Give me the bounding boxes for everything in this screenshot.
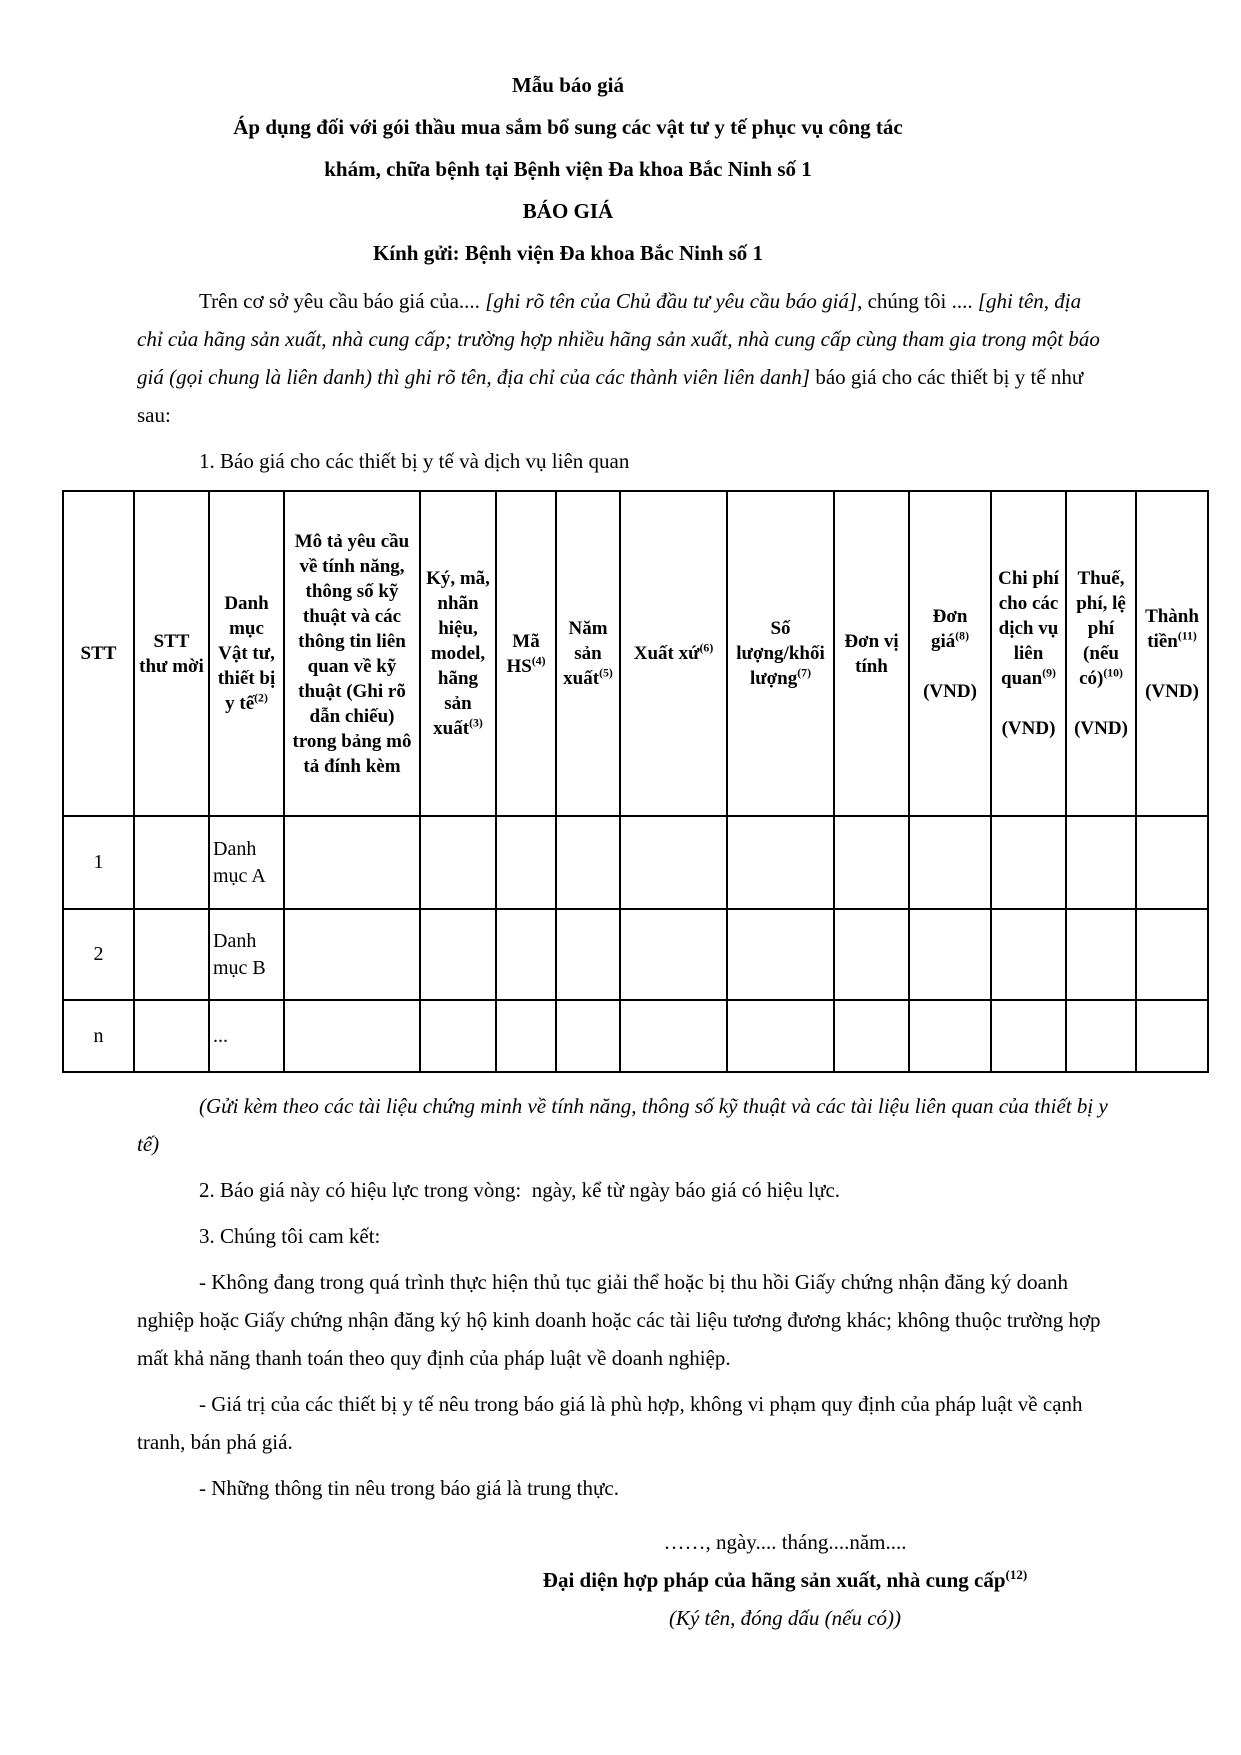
table-cell <box>1065 815 1137 910</box>
table-row: 1 Danh mục A <box>62 815 1209 910</box>
table-cell <box>990 908 1067 1001</box>
table-cell <box>555 908 621 1001</box>
column-header-stt: STT <box>62 490 135 817</box>
commitment-2: - Giá trị của các thiết bị y tế nêu tron… <box>137 1392 1088 1454</box>
table-cell: n <box>62 999 135 1073</box>
table-cell <box>495 815 557 910</box>
table-cell <box>1135 815 1209 910</box>
salutation-line: Kính gửi: Bệnh viện Đa khoa Bắc Ninh số … <box>372 241 764 265</box>
table-cell <box>495 999 557 1073</box>
quote-table: STT STT thư mời Danh mục Vật tư, thiết bị … <box>62 490 1209 1073</box>
table-cell <box>990 815 1067 910</box>
table-row: 2 Danh mục B <box>62 908 1209 1001</box>
table-cell <box>833 999 910 1073</box>
table-cell <box>495 908 557 1001</box>
document-title: BÁO GIÁ <box>522 199 614 223</box>
scope-line-1: Áp dụng đối với gói thầu mua sắm bổ sung… <box>233 115 903 139</box>
table-cell <box>908 999 992 1073</box>
table-cell <box>726 999 835 1073</box>
table-cell <box>283 815 421 910</box>
quote-table-header-row: STT STT thư mời Danh mục Vật tư, thiết bị … <box>62 490 1209 817</box>
table-cell <box>419 908 497 1001</box>
table-cell <box>619 908 728 1001</box>
column-header-danh-muc: Danh mục Vật tư, thiết bị y tế(2) <box>208 490 285 817</box>
table-cell <box>555 815 621 910</box>
table-cell <box>619 815 728 910</box>
table-cell <box>1135 999 1209 1073</box>
column-header-stt-thu-moi: STT thư mời <box>133 490 210 817</box>
form-title: Mẫu báo giá <box>511 73 624 97</box>
column-header-ky-ma-hieu: Ký, mã, nhãn hiệu, model, hãng sản xuất(… <box>419 490 497 817</box>
table-cell <box>419 815 497 910</box>
table-cell <box>833 908 910 1001</box>
table-row: n... <box>62 999 1209 1073</box>
table-cell: 2 <box>62 908 135 1001</box>
table-cell <box>133 815 210 910</box>
table-cell <box>555 999 621 1073</box>
quote-table-head: STT STT thư mời Danh mục Vật tư, thiết bị … <box>62 490 1209 817</box>
column-header-thanh-tien: Thành tiền(11) (VND) <box>1135 490 1209 817</box>
table-cell <box>1065 908 1137 1001</box>
table-cell <box>833 815 910 910</box>
table-cell <box>726 908 835 1001</box>
table-cell <box>133 999 210 1073</box>
scope-line-2: khám, chữa bệnh tại Bệnh viện Đa khoa Bắ… <box>324 157 812 181</box>
table-cell <box>1135 908 1209 1001</box>
column-header-ma-hs: Mã HS(4) <box>495 490 557 817</box>
column-header-don-gia: Đơn giá(8) (VND) <box>908 490 992 817</box>
document-header: Mẫu báo giá Áp dụng đối với gói thầu mua… <box>137 64 999 274</box>
table-cell <box>726 815 835 910</box>
column-header-chi-phi-dich-vu: Chi phí cho các dịch vụ liên quan(9) (VND… <box>990 490 1067 817</box>
clause-2: 2. Báo giá này có hiệu lực trong vòng: n… <box>199 1178 841 1202</box>
attachment-note: (Gửi kèm theo các tài liệu chứng minh về… <box>137 1094 1114 1156</box>
section-1-title: 1. Báo giá cho các thiết bị y tế và dịch… <box>199 449 630 473</box>
table-cell <box>283 999 421 1073</box>
table-cell <box>133 908 210 1001</box>
table-cell <box>419 999 497 1073</box>
intro-paragraph: Trên cơ sở yêu cầu báo giá của.... [ghi … <box>137 289 1106 427</box>
table-cell <box>908 815 992 910</box>
table-cell: 1 <box>62 815 135 910</box>
column-header-thue-phi: Thuế, phí, lệ phí (nếu có)(10) (VND) <box>1065 490 1137 817</box>
signature-date-line: ……, ngày.... tháng....năm.... <box>663 1530 907 1554</box>
table-cell: Danh mục A <box>208 815 285 910</box>
signature-title: Đại diện hợp pháp của hãng sản xuất, nhà… <box>542 1567 1028 1592</box>
signature-note: (Ký tên, đóng dấu (nếu có)) <box>668 1606 902 1630</box>
table-cell: Danh mục B <box>208 908 285 1001</box>
commitment-1: - Không đang trong quá trình thực hiện t… <box>137 1270 1106 1370</box>
table-cell <box>1065 999 1137 1073</box>
column-header-mo-ta: Mô tả yêu cầu về tính năng, thông số kỹ … <box>283 490 421 817</box>
commitment-3: - Những thông tin nêu trong báo giá là t… <box>199 1476 619 1500</box>
clause-3: 3. Chúng tôi cam kết: <box>199 1224 381 1248</box>
table-cell <box>283 908 421 1001</box>
column-header-so-luong: Số lượng/khối lượng(7) <box>726 490 835 817</box>
table-cell <box>619 999 728 1073</box>
column-header-nam-san-xuat: Năm sản xuất(5) <box>555 490 621 817</box>
table-cell: ... <box>208 999 285 1073</box>
table-cell <box>990 999 1067 1073</box>
column-header-don-vi-tinh: Đơn vị tính <box>833 490 910 817</box>
column-header-xuat-xu: Xuất xứ(6) <box>619 490 728 817</box>
table-cell <box>908 908 992 1001</box>
signature-block: ……, ngày.... tháng....năm.... Đại diện h… <box>520 1523 1050 1637</box>
